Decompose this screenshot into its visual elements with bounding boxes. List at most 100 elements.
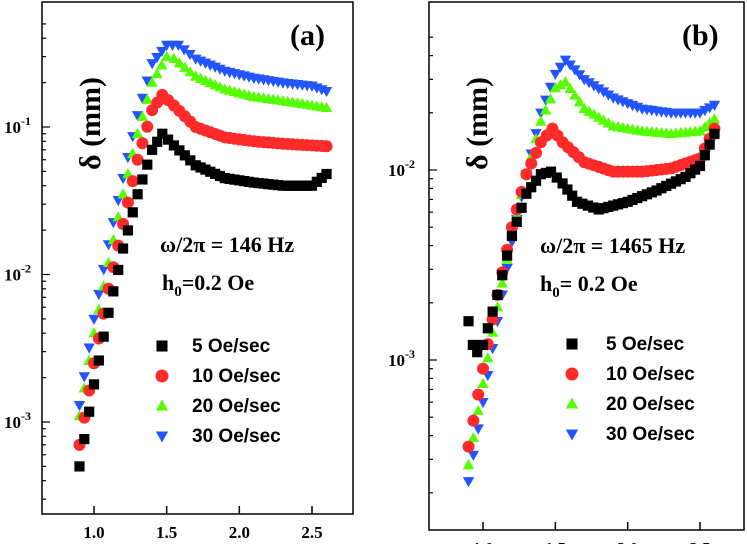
data-point (477, 339, 489, 351)
data-point (511, 216, 522, 227)
data-point (136, 110, 149, 121)
panel-a-field-prefix: h (162, 270, 174, 295)
data-point (83, 343, 95, 354)
data-point (535, 115, 547, 126)
data-point (160, 50, 173, 61)
panel-a-label: (a) (290, 19, 325, 52)
data-point (472, 388, 485, 401)
legend-label: 20 Oe/sec (192, 396, 281, 417)
data-point (704, 139, 715, 150)
data-point (699, 150, 710, 161)
legend-label: 20 Oe/sec (606, 394, 695, 415)
legend-label: 10 Oe/sec (606, 364, 695, 385)
y-tick-label: 10-1 (4, 114, 31, 137)
legend-label: 30 Oe/sec (192, 426, 281, 447)
panel-a: 1.0 1.5 2.0 2.5 10-3 10-2 10-1 (a) δ (mm) ω/2… (4, 1, 354, 542)
data-point (583, 78, 595, 89)
data-point (477, 377, 489, 388)
legend-marker (155, 399, 169, 411)
data-point (184, 66, 196, 77)
panel-b-frame (428, 1, 745, 531)
panel-a-points (73, 40, 333, 472)
data-point (320, 140, 333, 153)
x-tick-label: 2.5 (689, 539, 710, 544)
panel-b-ylabel: δ (mm) (461, 77, 494, 170)
data-point (554, 79, 567, 90)
data-point (496, 277, 508, 288)
data-point (521, 188, 532, 199)
data-point (544, 82, 557, 93)
data-point (472, 347, 483, 358)
data-point (74, 461, 85, 472)
panel-a-field: h0=0.2 Oe (162, 270, 254, 300)
data-point (79, 433, 90, 445)
data-point (597, 87, 610, 98)
data-point (172, 40, 184, 51)
data-point (462, 459, 475, 470)
legend-label: 5 Oe/sec (192, 336, 271, 357)
data-point (567, 190, 578, 201)
data-point (174, 145, 185, 156)
panel-a-frame (41, 1, 354, 515)
panel-b-field: h0= 0.2 Oe (540, 271, 638, 301)
data-point (520, 168, 533, 181)
data-point (569, 89, 581, 100)
data-point (320, 101, 333, 112)
data-point (131, 111, 144, 122)
data-point (578, 75, 590, 86)
data-point (582, 200, 593, 211)
legend-marker (155, 431, 169, 443)
data-point (157, 128, 168, 139)
data-point (147, 144, 158, 155)
data-point (88, 314, 100, 325)
data-point (184, 49, 196, 61)
data-point (98, 331, 109, 342)
data-point (113, 264, 124, 276)
data-point (93, 355, 104, 366)
data-point (467, 431, 480, 443)
data-point (602, 90, 615, 101)
data-point (127, 207, 138, 218)
legend-marker (565, 397, 579, 409)
data-point (179, 61, 191, 72)
y-tick-label: 10-2 (388, 157, 415, 180)
data-point (156, 59, 168, 70)
panel-b-y-ticks: 10-3 10-2 (388, 36, 437, 494)
y-tick-label: 10-3 (4, 409, 31, 432)
data-point (539, 104, 552, 115)
data-point (573, 96, 586, 107)
data-point (321, 168, 332, 180)
data-point (168, 52, 180, 63)
legend-label: 5 Oe/sec (606, 334, 685, 355)
data-point (151, 67, 163, 79)
legend-marker (156, 340, 168, 352)
data-point (136, 93, 149, 105)
data-point (88, 379, 100, 390)
panel-b-legend: 5 Oe/sec 10 Oe/sec 20 Oe/sec 30 Oe/sec (565, 334, 695, 445)
data-point (709, 128, 720, 139)
panel-b-field-sub: 0 (552, 285, 560, 301)
data-point (178, 45, 190, 56)
data-point (117, 243, 129, 254)
data-point (708, 113, 721, 124)
x-tick-label: 2.5 (301, 523, 322, 542)
panel-a-legend: 5 Oe/sec 10 Oe/sec 20 Oe/sec 30 Oe/sec (155, 336, 281, 447)
x-tick-label: 1.0 (472, 539, 493, 544)
data-point (146, 76, 158, 87)
data-point (173, 57, 186, 68)
data-point (482, 352, 494, 363)
data-point (467, 339, 478, 351)
data-point (559, 76, 572, 87)
data-point (554, 62, 567, 73)
data-point (146, 59, 158, 70)
data-point (462, 477, 475, 488)
legend-marker (565, 367, 579, 381)
x-tick-label: 2.0 (617, 539, 638, 544)
data-point (141, 120, 154, 133)
data-point (516, 202, 527, 213)
data-point (477, 397, 489, 409)
data-point (78, 372, 91, 383)
panel-b-field-prefix: h (540, 271, 552, 296)
data-point (463, 316, 474, 327)
panel-b: 1.0 1.5 2.0 2.5 10-3 10-2 (b) δ (mm) ω/2π = … (388, 1, 745, 544)
